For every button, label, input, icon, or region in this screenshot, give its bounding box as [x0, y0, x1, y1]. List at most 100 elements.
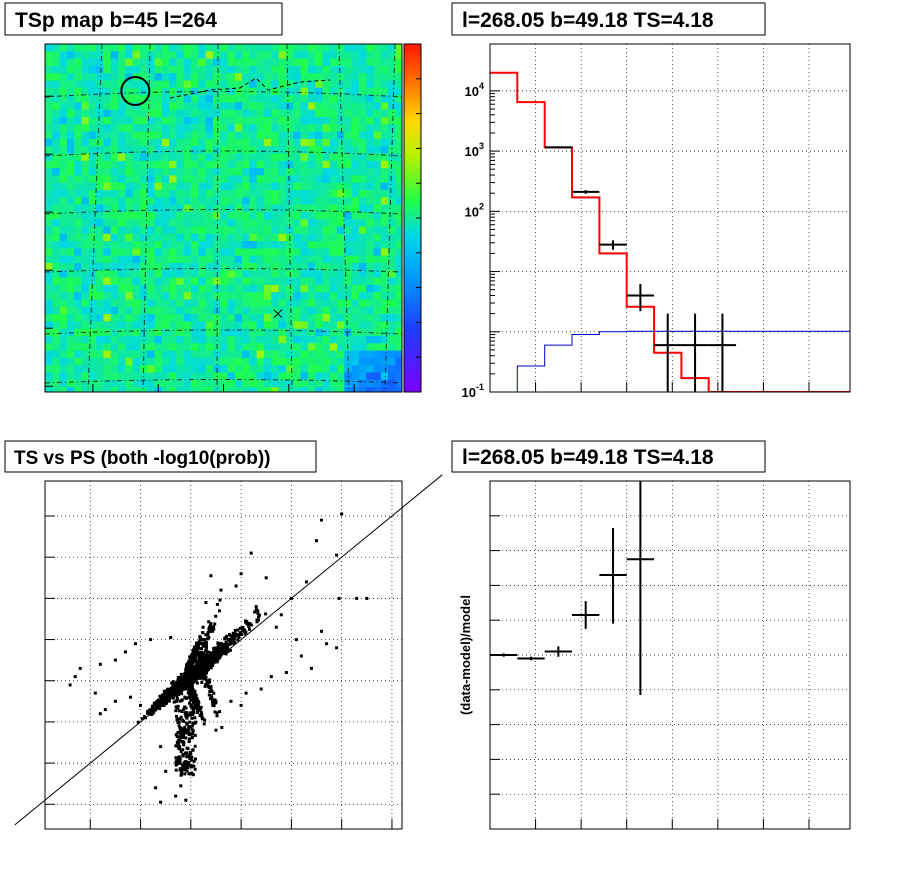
heatmap-cell [366, 350, 374, 359]
heatmap-cell [256, 270, 265, 279]
heatmap-cell [242, 365, 250, 373]
model-histogram-red [490, 71, 850, 392]
heatmap-cell [344, 80, 353, 89]
heatmap-cell [395, 387, 402, 392]
heatmap-cell [249, 270, 258, 279]
heatmap-cell [183, 372, 192, 381]
heatmap-cell [118, 284, 126, 293]
spectrum-series [490, 71, 850, 392]
heatmap-cell [66, 372, 75, 381]
heatmap-cell [169, 233, 177, 242]
heatmap-cell [227, 306, 236, 315]
scatter-point [248, 622, 252, 625]
heatmap-cell [337, 277, 345, 286]
heatmap-cell [337, 343, 345, 352]
heatmap-cell [191, 80, 199, 89]
heatmap-cell [351, 365, 360, 373]
heatmap-cell [52, 365, 61, 373]
scatter-point [176, 686, 180, 690]
heatmap-cell [256, 284, 265, 293]
heatmap-cell [395, 168, 402, 176]
heatmap-cell [322, 58, 331, 67]
heatmap-cell [74, 211, 82, 220]
heatmap-cell [52, 168, 61, 176]
heatmap-cell [139, 138, 148, 147]
y-tick-label: 104 [465, 81, 484, 99]
heatmap-cell [329, 365, 338, 373]
heatmap-cell [191, 131, 199, 140]
heatmap-cell [118, 153, 126, 162]
heatmap-cell [249, 109, 258, 118]
heatmap-cell [110, 292, 119, 300]
heatmap-cell [169, 343, 177, 352]
heatmap-cell [388, 117, 396, 125]
heatmap-cell [351, 255, 360, 264]
heatmap-cell [242, 284, 250, 293]
heatmap-cell [125, 80, 134, 89]
heatmap-cell [96, 241, 104, 249]
heatmap-cell [358, 168, 367, 176]
heatmap-cell [256, 211, 265, 220]
scatter-point [232, 637, 236, 641]
scatter-point [218, 647, 222, 650]
heatmap-cell [264, 190, 272, 198]
heatmap-cell [205, 277, 214, 286]
heatmap-cell [81, 314, 90, 322]
heatmap-cell [227, 117, 236, 125]
heatmap-cell [315, 80, 323, 89]
heatmap-cell [198, 219, 207, 227]
heatmap-cell [329, 263, 338, 271]
heatmap-cell [183, 343, 192, 352]
heatmap-cell [315, 182, 323, 191]
heatmap-cell [271, 197, 280, 206]
heatmap-cell [103, 372, 112, 381]
heatmap-cell [205, 51, 214, 60]
heatmap-cell [322, 87, 331, 96]
heatmap-cell [388, 95, 396, 103]
scatter-point [209, 574, 213, 578]
heatmap-cell [81, 197, 90, 206]
heatmap-cell [110, 343, 119, 352]
heatmap-cell [264, 51, 272, 60]
heatmap-cell [358, 44, 367, 52]
heatmap-cell [293, 379, 301, 388]
heatmap-cell [139, 284, 148, 293]
heatmap-cell [147, 146, 155, 154]
heatmap-cell [307, 306, 316, 315]
heatmap-cell [147, 357, 155, 366]
heatmap-cell [110, 190, 119, 198]
heatmap-cell [96, 379, 104, 388]
heatmap-cell [300, 292, 309, 300]
heatmap-cell [278, 321, 287, 330]
heatmap-cell [249, 350, 258, 359]
heatmap-cell [380, 73, 389, 81]
heatmap-cell [337, 131, 345, 140]
scatter-point [337, 596, 341, 600]
heatmap-cell [249, 357, 258, 366]
heatmap-cell [161, 372, 170, 381]
heatmap-cell [191, 241, 199, 249]
heatmap-cell [139, 146, 148, 154]
heatmap-cell [271, 73, 280, 81]
heatmap-cell [220, 124, 228, 133]
scatter-point [161, 703, 165, 707]
heatmap-cell [81, 204, 90, 213]
heatmap-cell [161, 248, 170, 257]
heatmap-cell [366, 117, 374, 125]
heatmap-cell [52, 336, 61, 344]
heatmap-cell [307, 241, 316, 249]
heatmap-cell [176, 102, 185, 111]
heatmap-cell [395, 58, 402, 67]
heatmap-cell [96, 233, 104, 242]
heatmap-cell [220, 365, 228, 373]
heatmap-cell [322, 211, 331, 220]
heatmap-cell [249, 117, 258, 125]
heatmap-cell [264, 387, 272, 392]
heatmap-cell [307, 211, 316, 220]
heatmap-cell [147, 328, 155, 337]
scatter-point [199, 674, 203, 678]
heatmap-cell [220, 146, 228, 154]
heatmap-cell [358, 95, 367, 103]
heatmap-cell [388, 175, 396, 184]
